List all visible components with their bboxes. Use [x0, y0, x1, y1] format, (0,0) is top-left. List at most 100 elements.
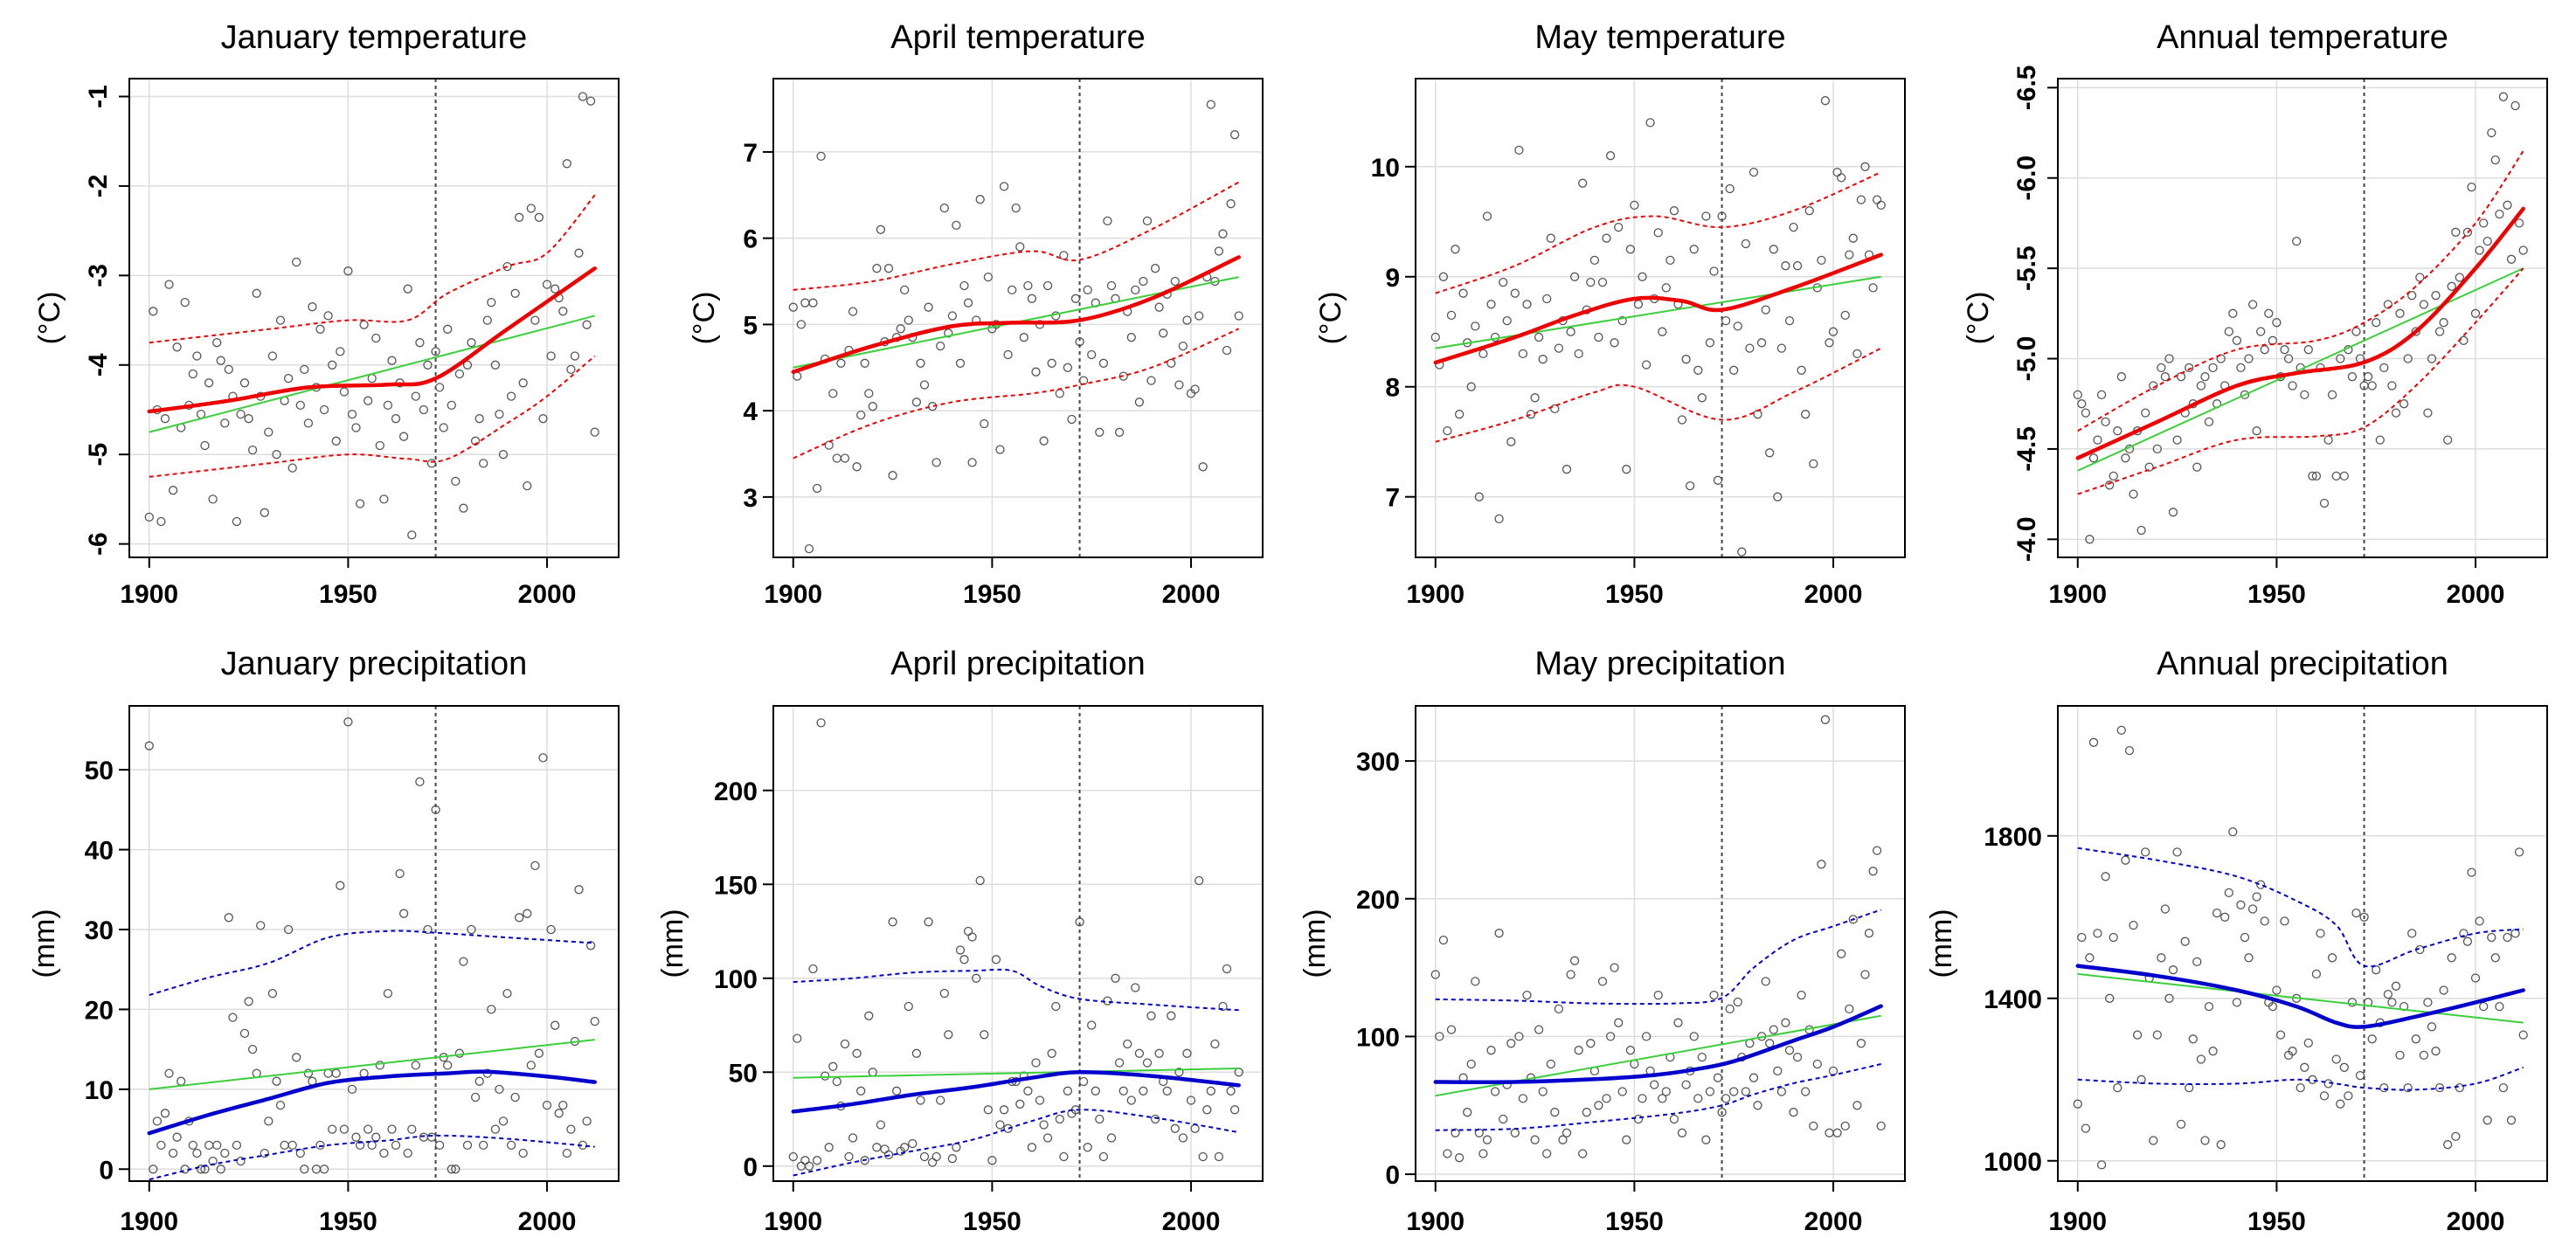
y-tick-label: 10 [1371, 154, 1400, 183]
panel-title: January temperature [221, 19, 528, 56]
data-point [2395, 1050, 2405, 1061]
data-point [1569, 272, 1580, 281]
data-point [2518, 1030, 2528, 1040]
data-point [347, 409, 357, 419]
data-point [431, 347, 440, 356]
data-point [2383, 989, 2393, 999]
data-point [2411, 327, 2420, 336]
data-point [2443, 1140, 2453, 1150]
data-point [331, 1068, 341, 1078]
data-point [2132, 1030, 2143, 1040]
data-point [1852, 1101, 1862, 1110]
data-point [2244, 354, 2254, 363]
data-point [415, 338, 425, 348]
data-point [955, 358, 966, 368]
data-point [1840, 310, 1850, 321]
y-tick-label: 1800 [1984, 823, 2042, 852]
data-point [2379, 363, 2389, 373]
data-point [359, 1068, 369, 1078]
data-point [523, 480, 532, 491]
data-point [292, 1053, 301, 1062]
data-point [2303, 345, 2313, 355]
data-point [963, 298, 973, 308]
data-point [411, 1061, 420, 1070]
data-point [2419, 1050, 2429, 1061]
data-point [2088, 737, 2099, 747]
data-point [2292, 236, 2302, 246]
data-point [582, 1116, 592, 1126]
data-point [275, 315, 286, 325]
data-point [1756, 338, 1767, 348]
data-point [1864, 929, 1874, 938]
data-point [1031, 1058, 1041, 1068]
data-point [911, 1048, 922, 1058]
data-point [1665, 255, 1675, 266]
data-point [1701, 1135, 1711, 1144]
data-point [2157, 363, 2166, 373]
data-point [2503, 200, 2512, 210]
data-point [788, 1151, 798, 1162]
data-point [816, 718, 826, 728]
data-point [295, 1148, 305, 1158]
data-point [300, 364, 309, 375]
data-point [1474, 492, 1484, 501]
data-point [2180, 937, 2190, 946]
trend-line [791, 255, 1241, 374]
data-point [2268, 335, 2278, 345]
data-point [1186, 1096, 1196, 1105]
data-point [1443, 425, 1452, 436]
y-tick-label: 1400 [1984, 985, 2042, 1014]
x-tick-label: 1950 [963, 1207, 1021, 1236]
data-point [2216, 1140, 2226, 1150]
y-tick-label: 9 [1385, 264, 1400, 293]
data-point [2411, 1034, 2420, 1044]
data-point [1789, 1108, 1798, 1117]
data-point [2272, 985, 2282, 995]
data-point [447, 400, 456, 411]
data-point [1765, 448, 1775, 458]
data-point [1574, 349, 1583, 359]
data-point [1003, 349, 1013, 360]
y-tick-label: 1000 [1984, 1148, 2042, 1177]
data-point [2208, 363, 2218, 373]
data-point [1478, 349, 1488, 359]
data-point [590, 427, 599, 437]
data-point [1602, 233, 1611, 243]
lower-band-line [1435, 1063, 1881, 1131]
data-point [939, 988, 949, 999]
data-point [840, 453, 850, 463]
data-point [419, 404, 429, 415]
data-point [530, 315, 540, 325]
x-tick-label: 2000 [1162, 1207, 1221, 1236]
data-point [1741, 1087, 1751, 1096]
y-axis-label: (mm) [28, 909, 61, 978]
x-tick-label: 2000 [1162, 580, 1221, 609]
data-point [2252, 426, 2261, 436]
data-point [1019, 333, 1028, 342]
y-tick-label: 0 [743, 1153, 758, 1182]
data-point [1602, 1094, 1611, 1103]
data-point [204, 1140, 214, 1151]
data-point [283, 924, 294, 935]
x-tick-label: 1950 [1605, 580, 1664, 609]
data-point [812, 483, 822, 494]
data-point [1776, 1087, 1787, 1096]
data-point [1538, 355, 1548, 364]
data-point [1226, 199, 1236, 209]
data-point [908, 1138, 918, 1149]
data-point [467, 924, 476, 935]
data-point [2372, 318, 2381, 328]
data-point [1499, 1114, 1508, 1124]
panel-title: April precipitation [890, 646, 1145, 682]
data-point [336, 347, 345, 356]
data-point [1614, 1018, 1624, 1027]
data-point [2244, 953, 2254, 963]
data-point [487, 1005, 496, 1014]
data-point [1522, 990, 1532, 1000]
data-point [2283, 354, 2294, 363]
data-point [2483, 236, 2492, 246]
data-point [2240, 932, 2250, 943]
data-point [2141, 847, 2150, 857]
data-point [1554, 343, 1564, 353]
data-point [391, 1140, 401, 1151]
